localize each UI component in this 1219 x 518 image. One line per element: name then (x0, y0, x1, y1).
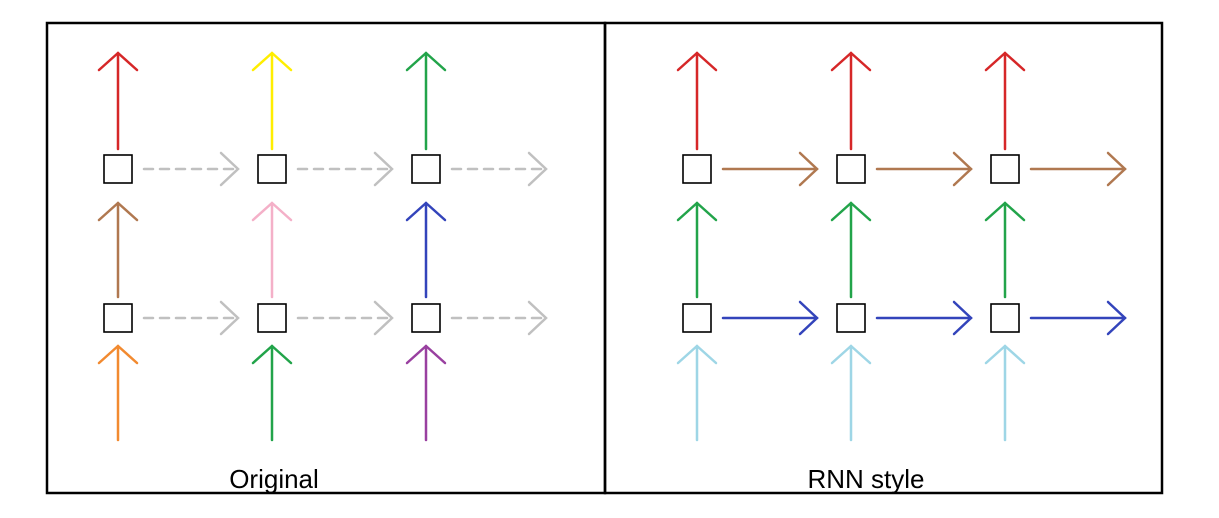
rnn-style-output-arrow-2 (830, 51, 872, 151)
rnn-style-node-top-3 (990, 154, 1020, 184)
original-node-top-2 (257, 154, 287, 184)
rnn-style-node-top-1 (682, 154, 712, 184)
rnn-style-bottom-recurrent-arrow-2 (875, 300, 973, 336)
original-output-arrow-1 (97, 51, 139, 151)
original-input-arrow-1 (97, 344, 139, 442)
rnn-style-node-top-2 (836, 154, 866, 184)
original-node-bottom-1 (103, 303, 133, 333)
original-bottom-recurrent-arrow-1 (142, 300, 240, 336)
rnn-style-input-arrow-2 (830, 344, 872, 442)
rnn-style-top-recurrent-arrow-3 (1029, 151, 1127, 187)
panel-rnn-style-title: RNN style (807, 464, 924, 494)
rnn-style-input-arrow-1 (676, 344, 718, 442)
panel-original-content (97, 51, 548, 442)
original-middle-arrow-3 (405, 201, 447, 299)
rnn-style-middle-arrow-3 (984, 201, 1026, 299)
original-input-arrow-3 (405, 344, 447, 442)
original-top-recurrent-arrow-2 (296, 151, 394, 187)
original-node-bottom-2 (257, 303, 287, 333)
rnn-style-top-recurrent-arrow-1 (721, 151, 819, 187)
panel-original: Original (45, 21, 607, 495)
rnn-style-bottom-recurrent-arrow-3 (1029, 300, 1127, 336)
rnn-style-middle-arrow-2 (830, 201, 872, 299)
original-middle-arrow-1 (97, 201, 139, 299)
rnn-style-node-bottom-2 (836, 303, 866, 333)
original-bottom-recurrent-arrow-2 (296, 300, 394, 336)
rnn-style-node-bottom-1 (682, 303, 712, 333)
panel-original-frame (45, 21, 607, 495)
panel-original-title: Original (229, 464, 319, 494)
rnn-style-input-arrow-3 (984, 344, 1026, 442)
original-output-arrow-3 (405, 51, 447, 151)
original-node-top-1 (103, 154, 133, 184)
rnn-style-output-arrow-3 (984, 51, 1026, 151)
rnn-style-node-bottom-3 (990, 303, 1020, 333)
panel-rnn-style: RNN style (603, 21, 1164, 495)
original-input-arrow-2 (251, 344, 293, 442)
original-bottom-recurrent-arrow-3 (450, 300, 548, 336)
original-node-bottom-3 (411, 303, 441, 333)
panel-rnn-style-frame (603, 21, 1164, 495)
rnn-style-bottom-recurrent-arrow-1 (721, 300, 819, 336)
original-top-recurrent-arrow-1 (142, 151, 240, 187)
original-output-arrow-2 (251, 51, 293, 151)
original-node-top-3 (411, 154, 441, 184)
panel-rnn-style-content (676, 51, 1127, 442)
rnn-style-output-arrow-1 (676, 51, 718, 151)
original-top-recurrent-arrow-3 (450, 151, 548, 187)
rnn-style-middle-arrow-1 (676, 201, 718, 299)
original-middle-arrow-2 (251, 201, 293, 299)
rnn-style-top-recurrent-arrow-2 (875, 151, 973, 187)
